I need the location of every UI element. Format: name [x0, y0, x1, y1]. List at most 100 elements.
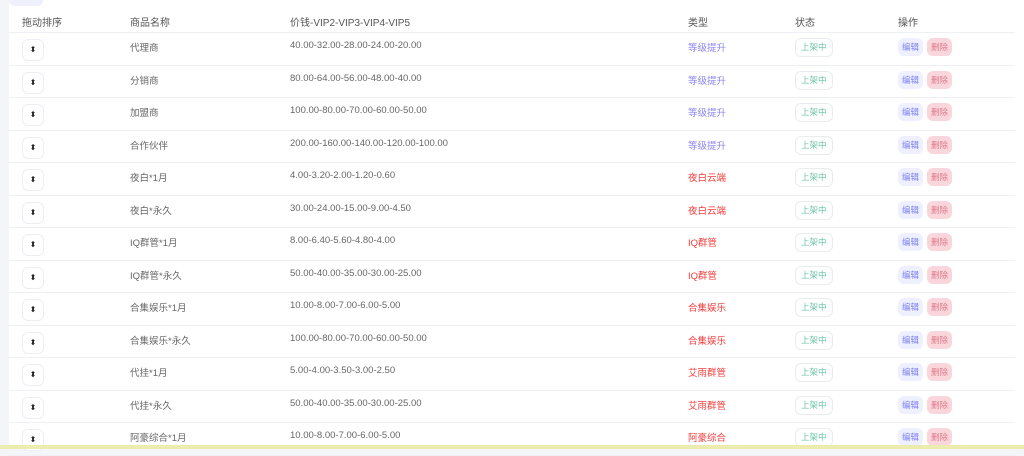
- edit-button[interactable]: 编辑: [898, 395, 924, 414]
- table-row: ⬍ IQ群管*1月 8.00-6.40-5.60-4.80-4.00 IQ群管 …: [9, 228, 1015, 261]
- product-type: IQ群管: [688, 238, 718, 249]
- product-type: 合集娱乐: [688, 335, 727, 347]
- delete-button[interactable]: 删除: [927, 233, 953, 251]
- delete-button[interactable]: 删除: [927, 428, 953, 446]
- sort-arrows-icon: ⬍: [29, 110, 37, 119]
- product-price: 50.00-40.00-35.00-30.00-25.00: [290, 267, 422, 279]
- sort-arrows-icon: ⬍: [29, 175, 37, 184]
- header-name: 商品名称: [130, 18, 170, 29]
- bottom-bar: [0, 445, 1024, 449]
- product-table: 拖动排序 商品名称 价钱-VIP2-VIP3-VIP4-VIP5 类型 状态 操…: [9, 0, 1015, 456]
- status-badge[interactable]: 上架中: [795, 233, 833, 252]
- product-price: 200.00-160.00-140.00-120.00-100.00: [290, 137, 448, 149]
- product-name: 合集娱乐*永久: [130, 335, 191, 347]
- delete-button[interactable]: 删除: [927, 265, 953, 284]
- product-price: 10.00-8.00-7.00-6.00-5.00: [290, 300, 401, 311]
- product-type: 阿豪综合: [688, 433, 727, 444]
- edit-button[interactable]: 编辑: [898, 330, 924, 349]
- drag-sort-handle[interactable]: ⬍: [22, 364, 44, 386]
- table-row: ⬍ 加盟商 100.00-80.00-70.00-60.00-50.00 等级提…: [9, 98, 1015, 131]
- delete-button[interactable]: 删除: [927, 103, 953, 121]
- sort-arrows-icon: ⬍: [29, 337, 37, 347]
- delete-button[interactable]: 删除: [927, 330, 953, 349]
- drag-sort-handle[interactable]: ⬍: [22, 136, 44, 159]
- status-badge[interactable]: 上架中: [795, 395, 833, 415]
- status-badge[interactable]: 上架中: [795, 298, 833, 317]
- drag-sort-handle[interactable]: ⬍: [22, 234, 44, 256]
- product-name: 代理商: [130, 43, 159, 54]
- product-price: 4.00-3.20-2.00-1.20-0.60: [290, 170, 396, 181]
- tab-indicator[interactable]: [9, 0, 43, 6]
- delete-button[interactable]: 删除: [927, 168, 953, 186]
- status-badge[interactable]: 上架中: [795, 135, 833, 155]
- delete-button[interactable]: 删除: [927, 135, 953, 154]
- delete-button[interactable]: 删除: [927, 70, 953, 89]
- edit-button[interactable]: 编辑: [898, 103, 924, 121]
- edit-button[interactable]: 编辑: [898, 38, 924, 56]
- status-badge[interactable]: 上架中: [795, 70, 833, 90]
- status-badge[interactable]: 上架中: [795, 168, 833, 187]
- table-row: ⬍ 分销商 80.00-64.00-56.00-48.00-40.00 等级提升…: [9, 66, 1015, 98]
- drag-sort-handle[interactable]: ⬍: [22, 266, 44, 289]
- table-row: ⬍ IQ群管*永久 50.00-40.00-35.00-30.00-25.00 …: [9, 261, 1015, 293]
- edit-button[interactable]: 编辑: [898, 233, 924, 251]
- product-price: 30.00-24.00-15.00-9.00-4.50: [290, 202, 411, 214]
- status-badge[interactable]: 上架中: [795, 38, 833, 57]
- table-row: ⬍ 合作伙伴 200.00-160.00-140.00-120.00-100.0…: [9, 131, 1015, 163]
- sort-arrows-icon: ⬍: [29, 45, 37, 54]
- product-price: 50.00-40.00-35.00-30.00-25.00: [290, 397, 422, 409]
- delete-button[interactable]: 删除: [927, 200, 953, 219]
- delete-button[interactable]: 删除: [927, 38, 953, 56]
- sort-arrows-icon: ⬍: [29, 77, 37, 87]
- edit-button[interactable]: 编辑: [898, 200, 924, 219]
- delete-button[interactable]: 删除: [927, 363, 953, 381]
- status-badge[interactable]: 上架中: [795, 363, 833, 382]
- product-name: 夜白*1月: [130, 173, 168, 184]
- delete-button[interactable]: 删除: [927, 395, 953, 414]
- product-price: 80.00-64.00-56.00-48.00-40.00: [290, 72, 422, 84]
- edit-button[interactable]: 编辑: [898, 265, 924, 284]
- drag-sort-handle[interactable]: ⬍: [22, 39, 44, 61]
- product-type: IQ群管: [688, 270, 718, 282]
- product-name: 夜白*永久: [130, 205, 172, 217]
- drag-sort-handle[interactable]: ⬍: [22, 169, 44, 191]
- status-badge[interactable]: 上架中: [795, 330, 833, 350]
- sort-arrows-icon: ⬍: [29, 240, 37, 249]
- product-name: 加盟商: [130, 108, 159, 119]
- product-name: 代挂*1月: [130, 368, 168, 379]
- sort-arrows-icon: ⬍: [29, 305, 37, 314]
- header-sort: 拖动排序: [22, 18, 62, 29]
- status-badge[interactable]: 上架中: [795, 200, 833, 220]
- drag-sort-handle[interactable]: ⬍: [22, 331, 44, 354]
- content-panel: [9, 0, 1024, 449]
- delete-button[interactable]: 删除: [927, 298, 953, 316]
- edit-button[interactable]: 编辑: [898, 135, 924, 154]
- status-badge[interactable]: 上架中: [795, 265, 833, 285]
- drag-sort-handle[interactable]: ⬍: [22, 71, 44, 94]
- edit-button[interactable]: 编辑: [898, 168, 924, 186]
- product-type: 等级提升: [688, 43, 727, 54]
- product-name: 合集娱乐*1月: [130, 303, 187, 314]
- sort-arrows-icon: ⬍: [29, 370, 37, 379]
- drag-sort-handle[interactable]: ⬍: [22, 396, 44, 419]
- table-row: ⬍ 夜白*永久 30.00-24.00-15.00-9.00-4.50 夜白云端…: [9, 196, 1015, 228]
- table-row: ⬍ 夜白*1月 4.00-3.20-2.00-1.20-0.60 夜白云端 上架…: [9, 163, 1015, 196]
- header-ops: 操作: [898, 18, 918, 29]
- table-row: ⬍ 代挂*永久 50.00-40.00-35.00-30.00-25.00 艾雨…: [9, 391, 1015, 423]
- drag-sort-handle[interactable]: ⬍: [22, 201, 44, 224]
- edit-button[interactable]: 编辑: [898, 428, 924, 446]
- edit-button[interactable]: 编辑: [898, 70, 924, 89]
- product-type: 夜白云端: [688, 173, 727, 184]
- edit-button[interactable]: 编辑: [898, 363, 924, 381]
- sort-arrows-icon: ⬍: [29, 207, 37, 217]
- product-type: 艾雨群管: [688, 400, 727, 412]
- edit-button[interactable]: 编辑: [898, 298, 924, 316]
- drag-sort-handle[interactable]: ⬍: [22, 299, 44, 321]
- product-price: 100.00-80.00-70.00-60.00-50.00: [290, 332, 427, 344]
- status-badge[interactable]: 上架中: [795, 103, 833, 122]
- table-header: 拖动排序 商品名称 价钱-VIP2-VIP3-VIP4-VIP5 类型 状态 操…: [9, 0, 1015, 33]
- product-type: 等级提升: [688, 108, 727, 119]
- drag-sort-handle[interactable]: ⬍: [22, 104, 44, 126]
- header-type: 类型: [688, 18, 708, 29]
- product-name: 分销商: [130, 75, 159, 87]
